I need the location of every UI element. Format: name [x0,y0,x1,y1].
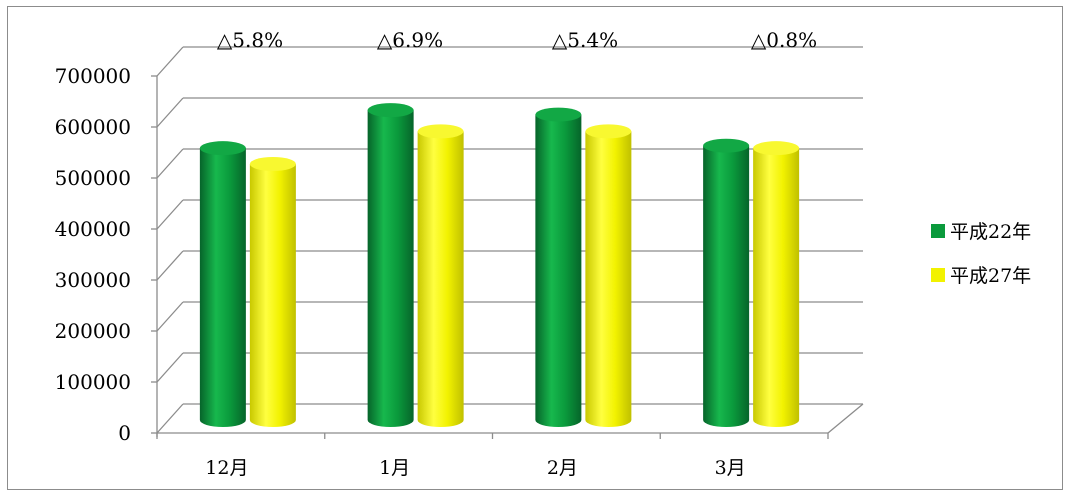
bar-series2 [585,124,632,428]
bar-series1 [367,103,414,428]
y-axis-tick-labels: 0 100000 200000 300000 400000 500000 600000 700… [55,64,131,445]
bar-top [199,141,246,156]
y-tick-label: 0 [118,421,131,445]
bar-top [703,138,750,153]
gridline-side [156,46,184,77]
y-tick-label: 700000 [55,64,131,88]
bar-body [417,131,464,428]
y-tick-label: 100000 [55,370,131,394]
change-annotation: △6.9% [377,28,443,52]
gridline-side [156,352,184,383]
legend-swatch [931,224,945,238]
bar-body [753,148,800,428]
x-tick-label: 12月 [205,457,248,479]
bar-series2 [249,156,296,428]
y-tick-label: 600000 [55,115,131,139]
bar-series1 [535,107,582,428]
gridline-side [156,250,184,281]
bar-top [753,141,800,156]
gridline-side [156,199,184,230]
bar-top [417,124,464,139]
bar-series1 [703,138,750,428]
legend-label: 平成22年 [950,221,1031,243]
y-tick-label: 400000 [55,217,131,241]
change-annotation: △0.8% [751,28,817,52]
legend-swatch [931,268,945,282]
bar-body [535,114,582,428]
bar-body [703,145,750,428]
y-tick-label: 500000 [55,166,131,190]
bars [199,103,800,428]
x-axis-tick-labels: 12月 1月 2月 3月 [205,457,745,479]
chart-frame [7,6,1063,490]
bar-body [249,163,296,428]
bar-body [367,110,414,428]
bar-body [199,148,246,428]
gridlines [151,46,864,439]
floor-edge [827,403,864,434]
bar-top [367,103,414,118]
bar-top [585,124,632,139]
change-annotation: △5.4% [552,28,618,52]
bar-series2 [417,124,464,428]
x-tick-label: 3月 [715,457,746,479]
y-tick-label: 300000 [55,268,131,292]
bar-series2 [753,141,800,428]
change-annotation: △5.8% [217,28,283,52]
bar-body [585,131,632,428]
legend-label: 平成27年 [950,265,1031,287]
annotations: △5.8% △6.9% △5.4% △0.8% [217,28,817,52]
gridline-side [156,148,184,179]
y-tick-label: 200000 [55,319,131,343]
gridline-side [156,97,184,128]
bar-series1 [199,141,246,428]
gridline-side [156,403,184,434]
bar-top [535,107,582,122]
bar-top [249,156,296,171]
gridline-side [156,301,184,332]
x-tick-label: 1月 [379,457,410,479]
x-tick-label: 2月 [547,457,578,479]
